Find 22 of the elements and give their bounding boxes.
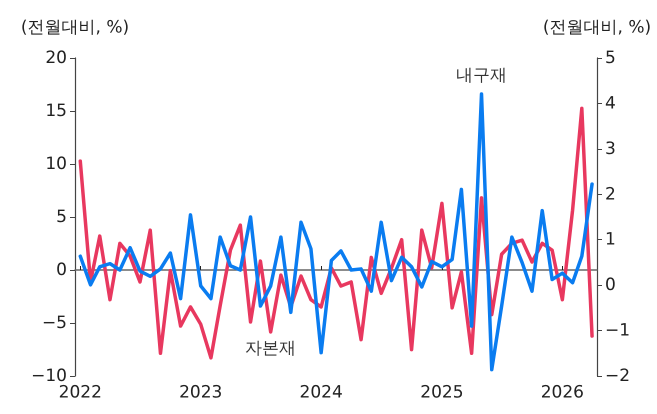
x-tick-label: 2023: [179, 382, 222, 402]
y2-tick-label: −1: [605, 320, 630, 341]
y-axis-title: (전월대비, %): [20, 18, 130, 38]
y2-tick-label: 5: [605, 48, 616, 68]
y-tick-label: 15: [45, 101, 67, 121]
x-tick-label: 2026: [540, 382, 584, 402]
y-tick-label: 5: [56, 207, 67, 227]
y2-tick-label: 2: [605, 184, 616, 204]
y2-tick-label: 4: [605, 93, 616, 114]
y2-tick-label: −2: [605, 366, 630, 386]
x-tick-label: 2024: [300, 382, 343, 402]
y2-tick-label: 3: [605, 138, 616, 159]
y2-tick-label: 0: [605, 275, 616, 296]
y-tick-label: 10: [45, 154, 67, 174]
y-tick-label: −5: [42, 313, 67, 333]
y2-axis-title: (전월대비, %): [542, 18, 652, 38]
series-label: 내구재: [456, 66, 508, 86]
y-tick-label: 20: [45, 48, 67, 68]
y-tick-label: 0: [56, 260, 67, 280]
series-label: 자본재: [245, 338, 296, 358]
y2-tick-label: 1: [605, 230, 616, 250]
x-tick-label: 2025: [420, 382, 464, 402]
